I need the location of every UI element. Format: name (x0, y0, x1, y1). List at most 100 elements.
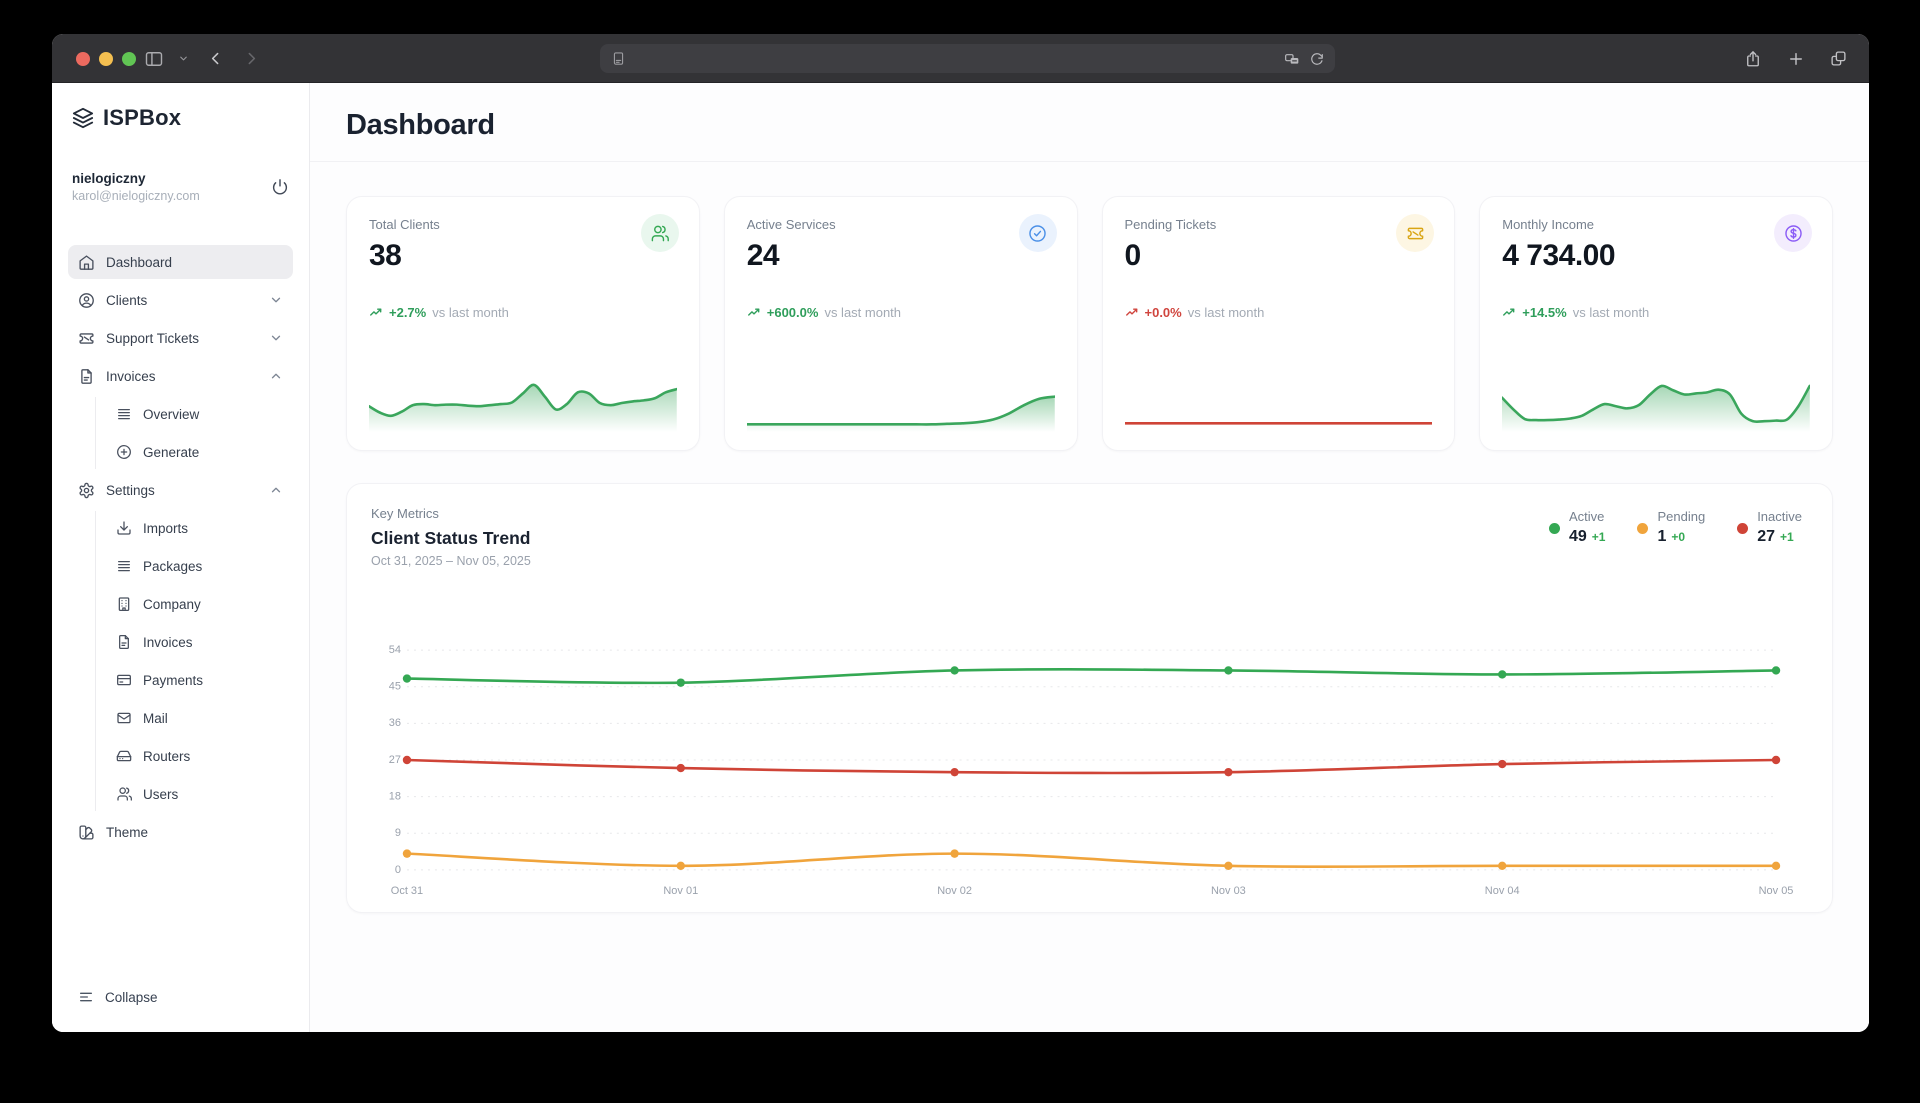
collapse-label: Collapse (105, 989, 158, 1005)
trend-up-icon (369, 306, 383, 320)
svg-text:18: 18 (389, 791, 401, 803)
svg-text:0: 0 (395, 864, 401, 876)
privacy-icon[interactable] (1284, 51, 1300, 67)
sidebar-toggle-icon[interactable] (140, 34, 168, 83)
legend-value: 49 (1568, 528, 1587, 545)
plus-circle-icon (116, 444, 132, 460)
svg-text:Nov 03: Nov 03 (1211, 885, 1246, 897)
sidebar-item-theme[interactable]: Theme (68, 815, 293, 849)
sidebar-item-label: Invoices (143, 634, 193, 650)
sidebar-item-label: Imports (143, 520, 189, 536)
address-bar[interactable] (600, 44, 1335, 73)
sidebar-subitems-settings: Imports Packages Company Invoices Payments Ma… (95, 511, 293, 811)
trend-percent: +600.0% (766, 305, 819, 320)
chart-date-range: Oct 31, 2025 – Nov 05, 2025 (371, 554, 531, 568)
zoom-window-button[interactable] (122, 51, 136, 66)
trend-percent: +0.0% (1144, 305, 1182, 320)
router-icon (116, 748, 132, 764)
users-icon (116, 786, 132, 802)
chevron-down-icon (269, 331, 283, 345)
sidebar-item-settings[interactable]: Settings (68, 473, 293, 507)
svg-text:54: 54 (389, 644, 401, 656)
trend-note: vs last month (1572, 305, 1650, 320)
brand-name: ISPBox (103, 105, 182, 130)
sidebar-subitems-invoices: Overview Generate (95, 397, 293, 469)
stat-cards-row: Total Clients 38 +2.7% vs last month Active … (346, 196, 1833, 451)
stat-card-active-services: Active Services 24 +600.0% vs last month (723, 196, 1078, 451)
stat-card-value: 0 (1124, 239, 1142, 272)
home-icon (78, 254, 95, 271)
sidebar-item-generate[interactable]: Generate (96, 435, 293, 469)
sidebar-collapse-button[interactable]: Collapse (68, 980, 293, 1014)
theme-icon (78, 824, 95, 841)
sidebar-item-company[interactable]: Company (96, 587, 293, 621)
legend-value: 27 (1757, 528, 1775, 545)
chevron-down-icon[interactable] (174, 34, 192, 83)
trend-percent: +2.7% (389, 305, 427, 320)
reload-icon[interactable] (1310, 52, 1324, 66)
sidebar-item-imports[interactable]: Imports (96, 511, 293, 545)
trend-up-icon (1502, 306, 1516, 320)
browser-window: ISPBox nielogiczny karol@nielogiczny.com… (52, 34, 1869, 1032)
legend-delta: +1 (1591, 530, 1606, 544)
sidebar-item-dashboard[interactable]: Dashboard (68, 245, 293, 279)
sidebar-item-mail[interactable]: Mail (96, 701, 293, 735)
sidebar-item-invoices[interactable]: Invoices (96, 625, 293, 659)
stat-card-value: 38 (369, 239, 402, 272)
titlebar-actions (1744, 34, 1847, 83)
forward-icon[interactable] (240, 34, 262, 83)
legend-item-active: Active 49 +1 (1548, 508, 1606, 546)
sidebar-item-overview[interactable]: Overview (96, 397, 293, 431)
sparkline (1125, 368, 1433, 432)
minimize-window-button[interactable] (99, 51, 113, 66)
sidebar-item-label: Packages (143, 558, 203, 574)
ticket-icon (1396, 214, 1435, 252)
sidebar-item-users[interactable]: Users (96, 777, 293, 811)
sidebar-item-label: Settings (106, 482, 155, 498)
legend-label: Inactive (1757, 509, 1802, 524)
legend-dot (1737, 523, 1749, 534)
user-name: nielogiczny (72, 171, 146, 186)
share-icon[interactable] (1744, 50, 1762, 68)
sidebar-item-payments[interactable]: Payments (96, 663, 293, 697)
trend-note: vs last month (432, 305, 509, 320)
sparkline (1502, 368, 1810, 432)
legend-value: 1 (1657, 528, 1667, 545)
reader-icon (611, 51, 626, 66)
sidebar-item-packages[interactable]: Packages (96, 549, 293, 583)
svg-text:Nov 02: Nov 02 (937, 885, 972, 897)
download-icon (116, 520, 132, 536)
sidebar-item-routers[interactable]: Routers (96, 739, 293, 773)
stat-card-label: Pending Tickets (1124, 217, 1217, 232)
stat-card-total-clients: Total Clients 38 +2.7% vs last month (346, 196, 700, 451)
dollar-icon (1774, 214, 1812, 252)
layers-icon (72, 107, 94, 129)
sidebar-item-label: Overview (143, 406, 200, 422)
chart-title: Client Status Trend (371, 528, 531, 548)
sidebar-item-label: Payments (143, 672, 204, 688)
legend-dot (1548, 523, 1560, 534)
sidebar-item-label: Users (143, 786, 179, 802)
sidebar-item-invoices[interactable]: Invoices (68, 359, 293, 393)
brand: ISPBox (68, 105, 293, 131)
sidebar-item-clients[interactable]: Clients (68, 283, 293, 317)
tabs-icon[interactable] (1830, 50, 1847, 67)
legend-item-pending: Pending 1 +0 (1637, 508, 1705, 546)
trend-note: vs last month (1187, 305, 1265, 320)
svg-text:27: 27 (389, 754, 401, 766)
legend-label: Pending (1657, 509, 1706, 524)
trend-note: vs last month (824, 305, 902, 320)
logout-power-button[interactable] (271, 178, 289, 196)
svg-text:9: 9 (395, 827, 401, 839)
trend-chart: 54 45 36 27 18 9 0 Oct 31 Nov 01 Nov 02 Nov 03 Nov … (371, 568, 1808, 900)
stat-card-label: Monthly Income (1502, 217, 1595, 232)
close-window-button[interactable] (76, 51, 90, 66)
back-icon[interactable] (204, 34, 226, 83)
chart-eyebrow: Key Metrics (371, 506, 439, 521)
chevron-down-icon (269, 293, 283, 307)
new-tab-icon[interactable] (1787, 50, 1805, 68)
sidebar-item-support-tickets[interactable]: Support Tickets (68, 321, 293, 355)
sidebar-item-label: Support Tickets (106, 330, 200, 346)
sidebar: ISPBox nielogiczny karol@nielogiczny.com… (52, 83, 310, 1032)
legend-delta: +0 (1671, 530, 1686, 544)
